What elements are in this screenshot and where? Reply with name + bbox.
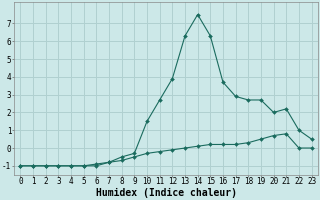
X-axis label: Humidex (Indice chaleur): Humidex (Indice chaleur) [95, 188, 236, 198]
